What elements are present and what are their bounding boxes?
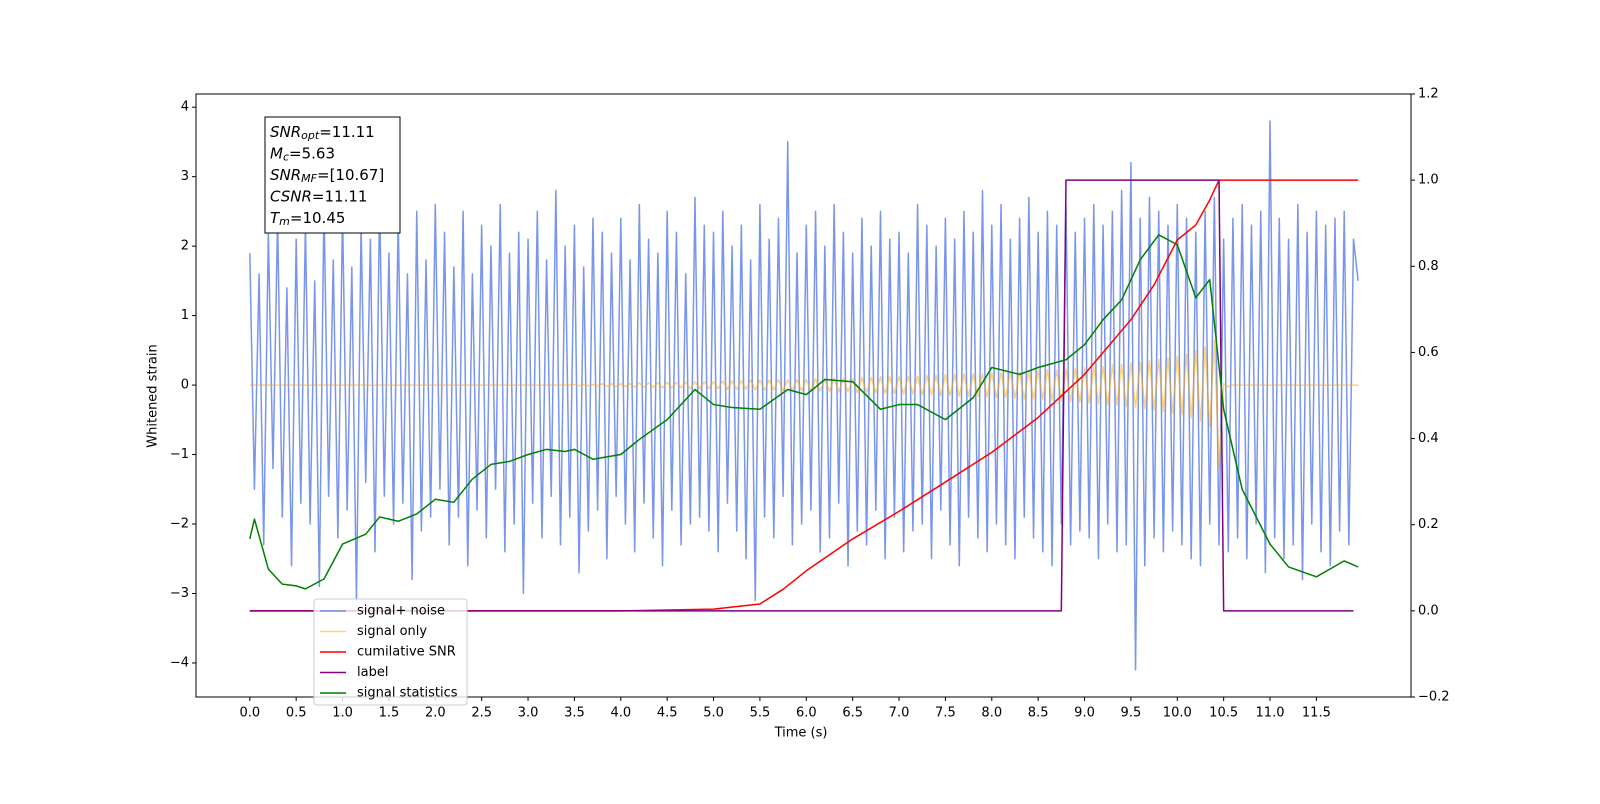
- stats-value: =11.11: [319, 123, 375, 141]
- stats-line: SNRMF=[10.67]: [270, 166, 384, 186]
- stats-line: Tm=10.45: [270, 209, 345, 229]
- stats-value: =[10.67]: [317, 166, 384, 184]
- y-tick-label: −2: [170, 517, 189, 532]
- x-tick-label: 6.5: [842, 706, 863, 721]
- stats-box-frame: [264, 116, 401, 234]
- stats-symbol: SNR: [270, 123, 301, 141]
- axes-frame: [195, 93, 1412, 698]
- stats-subscript: c: [283, 151, 289, 164]
- x-tick-label: 9.5: [1121, 706, 1142, 721]
- y-tick-label: 0: [181, 378, 189, 393]
- y-tick-label: −3: [170, 586, 189, 601]
- series-line: [249, 120, 1359, 671]
- stats-symbol: SNR: [270, 166, 301, 184]
- x-tick-label: 4.0: [610, 706, 631, 721]
- y2-tick-label: −0.2: [1418, 690, 1450, 705]
- stats-subscript: m: [279, 215, 290, 228]
- y-tick-label: 1: [181, 308, 189, 323]
- x-tick-label: 7.5: [935, 706, 956, 721]
- y-tick-label: 2: [181, 239, 189, 254]
- legend-label: cumilative SNR: [357, 645, 456, 660]
- x-tick-label: 1.5: [379, 706, 400, 721]
- y-tick-label: −4: [170, 655, 189, 670]
- series-line: [249, 179, 1354, 612]
- legend-label: signal statistics: [357, 686, 458, 701]
- x-tick-label: 8.5: [1028, 706, 1049, 721]
- stats-line: SNRopt=11.11: [270, 123, 375, 143]
- stats-value: =5.63: [289, 144, 335, 162]
- y2-tick-label: 1.0: [1418, 173, 1439, 188]
- x-tick-label: 5.0: [703, 706, 724, 721]
- series-line: [249, 179, 1359, 612]
- y2-tick-label: 0.6: [1418, 345, 1439, 360]
- y-tick-label: 3: [181, 169, 189, 184]
- y2-tick-label: 0.0: [1418, 603, 1439, 618]
- stats-symbol: CSNR: [270, 187, 312, 205]
- legend-label: signal+ noise: [357, 604, 445, 619]
- stats-subscript: MF: [301, 172, 317, 185]
- x-tick-label: 6.0: [796, 706, 817, 721]
- x-tick-label: 8.0: [981, 706, 1002, 721]
- legend: signal+ noise signal only cumilative SNR la…: [313, 598, 468, 706]
- stats-value: =10.45: [290, 209, 346, 227]
- legend-label: signal only: [357, 624, 427, 639]
- y-tick-label: −1: [170, 447, 189, 462]
- y-tick-label: 4: [181, 100, 189, 115]
- x-tick-label: 3.5: [564, 706, 585, 721]
- x-tick-label: 1.0: [332, 706, 353, 721]
- plot-area: [249, 120, 1359, 671]
- y2-tick-label: 1.2: [1418, 87, 1439, 102]
- x-tick-label: 10.0: [1163, 706, 1192, 721]
- x-tick-label: 3.0: [518, 706, 539, 721]
- x-tick-label: 9.0: [1074, 706, 1095, 721]
- x-axis-label: Time (s): [774, 726, 828, 741]
- stats-box: SNRopt=11.11Mc=5.63SNRMF=[10.67]CSNR=11.…: [264, 116, 401, 234]
- x-tick-label: 11.5: [1302, 706, 1331, 721]
- stats-line: CSNR=11.11: [270, 187, 367, 205]
- x-tick-label: 0.5: [286, 706, 307, 721]
- x-tick-label: 2.5: [471, 706, 492, 721]
- x-tick-label: 0.0: [239, 706, 260, 721]
- y-axis-label: Whitened strain: [146, 344, 161, 447]
- y2-tick-label: 0.4: [1418, 431, 1439, 446]
- x-tick-label: 10.5: [1209, 706, 1238, 721]
- legend-frame: [313, 598, 468, 706]
- legend-label: label: [357, 665, 388, 680]
- x-tick-label: 11.0: [1256, 706, 1285, 721]
- stats-symbol: T: [270, 209, 281, 227]
- stats-line: Mc=5.63: [270, 144, 335, 164]
- stats-subscript: opt: [301, 129, 320, 142]
- y2-tick-label: 0.2: [1418, 517, 1439, 532]
- series-line: [249, 339, 1359, 470]
- y2-tick-label: 0.8: [1418, 259, 1439, 274]
- x-tick-label: 2.0: [425, 706, 446, 721]
- x-tick-label: 5.5: [750, 706, 771, 721]
- series-line: [249, 234, 1359, 590]
- stats-symbol: M: [270, 144, 283, 162]
- x-tick-label: 4.5: [657, 706, 678, 721]
- axes: 0.0 0.5 1.0 1.5 2.0 2.5 3.0 3.5 4.0 4.5 5.0 5.5 6.0 6…: [170, 87, 1450, 721]
- x-tick-label: 7.0: [889, 706, 910, 721]
- stats-value: =11.11: [312, 187, 368, 205]
